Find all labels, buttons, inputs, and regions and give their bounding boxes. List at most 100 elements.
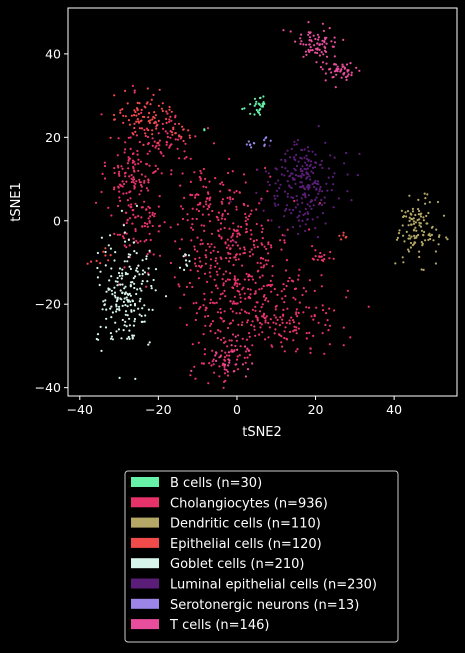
data-point-series-4 (110, 335, 113, 338)
data-point-series-1 (222, 386, 225, 389)
data-point-series-5 (275, 189, 279, 192)
data-point-series-5 (312, 204, 315, 207)
data-point-series-2 (411, 210, 415, 213)
data-point-series-5 (288, 175, 291, 178)
data-point-series-2 (410, 217, 413, 220)
data-point-series-1 (276, 293, 279, 296)
data-point-series-4 (139, 287, 142, 290)
data-point-series-1 (157, 132, 160, 135)
data-point-series-1 (127, 204, 130, 207)
data-point-series-1 (290, 279, 293, 282)
data-point-series-3 (133, 109, 136, 112)
data-point-series-4 (131, 281, 134, 284)
data-point-series-5 (273, 202, 276, 205)
data-point-series-1 (243, 278, 246, 281)
data-point-series-1 (123, 151, 126, 154)
data-point-series-1 (116, 164, 119, 167)
data-point-series-1 (213, 371, 216, 374)
data-point-series-5 (295, 153, 298, 156)
data-point-series-5 (303, 156, 306, 159)
data-point-series-7 (315, 61, 318, 64)
data-point-series-2 (402, 261, 405, 264)
data-point-series-1 (249, 293, 252, 296)
data-point-series-1 (263, 294, 266, 297)
data-point-series-4 (115, 305, 118, 308)
data-point-series-5 (274, 204, 277, 207)
data-point-series-1 (139, 160, 143, 163)
data-point-series-1 (153, 171, 156, 174)
data-point-series-1 (183, 293, 186, 296)
data-point-series-1 (113, 167, 116, 170)
data-point-series-5 (301, 201, 304, 204)
data-point-series-1 (103, 177, 107, 180)
data-point-series-7 (246, 368, 250, 371)
data-point-series-1 (261, 303, 264, 306)
data-point-series-1 (242, 202, 245, 205)
data-point-series-4 (105, 290, 108, 293)
data-point-series-1 (146, 225, 149, 228)
data-point-series-0 (253, 97, 257, 100)
data-point-series-2 (429, 237, 432, 241)
data-point-series-6 (269, 139, 272, 142)
data-point-series-1 (225, 257, 228, 260)
data-point-series-1 (215, 257, 218, 260)
data-point-series-1 (202, 362, 205, 365)
data-point-series-1 (228, 202, 231, 205)
data-point-series-6 (245, 143, 248, 146)
data-point-series-7 (342, 38, 345, 42)
data-point-series-1 (292, 319, 295, 322)
data-point-series-7 (234, 335, 237, 338)
data-point-series-1 (235, 358, 239, 361)
data-point-series-1 (320, 259, 324, 262)
data-point-series-1 (130, 180, 133, 184)
data-point-series-5 (299, 156, 302, 159)
data-point-series-1 (259, 326, 262, 329)
data-point-series-2 (427, 211, 430, 215)
data-point-series-3 (124, 89, 127, 92)
data-point-series-1 (295, 332, 298, 335)
data-point-series-7 (251, 362, 254, 365)
data-point-series-1 (258, 276, 262, 279)
data-point-series-7 (339, 70, 342, 73)
data-point-series-2 (423, 230, 426, 234)
data-point-series-1 (223, 358, 226, 361)
data-point-series-4 (120, 337, 123, 340)
data-point-series-1 (134, 202, 137, 205)
data-point-series-1 (162, 154, 165, 157)
data-point-series-1 (135, 180, 138, 183)
data-point-series-1 (207, 314, 210, 318)
data-point-series-1 (320, 285, 323, 288)
data-point-series-1 (188, 281, 191, 285)
data-point-series-1 (160, 172, 163, 175)
data-point-series-5 (274, 197, 277, 200)
data-point-series-1 (229, 307, 232, 310)
data-point-series-1 (243, 248, 246, 251)
data-point-series-1 (196, 203, 200, 206)
data-point-series-4 (135, 269, 138, 272)
data-point-series-7 (302, 43, 305, 46)
data-point-series-1 (199, 169, 202, 173)
data-point-series-7 (333, 41, 337, 44)
data-point-series-1 (179, 184, 182, 187)
data-point-series-2 (424, 239, 427, 242)
data-point-series-2 (418, 250, 421, 253)
data-point-series-1 (208, 271, 211, 274)
data-point-series-5 (306, 146, 310, 149)
data-point-series-2 (405, 215, 408, 218)
data-point-series-1 (250, 248, 253, 251)
data-point-series-2 (427, 233, 430, 237)
data-point-series-4 (141, 320, 144, 323)
data-point-series-3 (165, 110, 168, 113)
data-point-series-1 (230, 339, 233, 342)
data-point-series-4 (114, 296, 117, 299)
data-point-series-5 (300, 176, 303, 179)
data-point-series-3 (126, 102, 129, 105)
data-point-series-1 (189, 157, 192, 160)
data-point-series-7 (313, 44, 316, 47)
data-point-series-1 (209, 267, 212, 270)
data-point-series-5 (304, 223, 307, 226)
data-point-series-5 (314, 161, 318, 165)
data-point-series-7 (343, 71, 346, 75)
data-point-series-1 (231, 170, 234, 173)
